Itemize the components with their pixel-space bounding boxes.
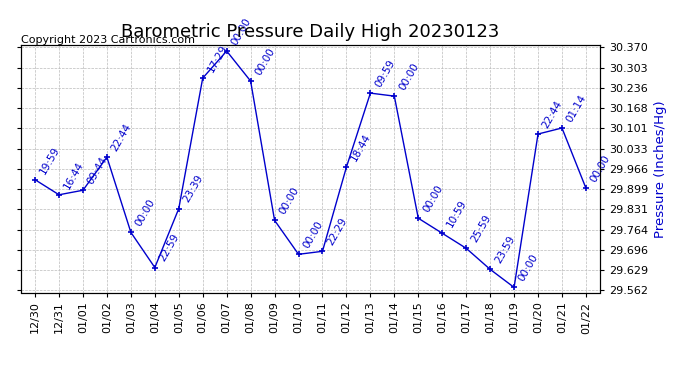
Text: Copyright 2023 Cartronics.com: Copyright 2023 Cartronics.com — [21, 35, 195, 45]
Text: 22:29: 22:29 — [325, 216, 349, 247]
Text: 09:59: 09:59 — [373, 58, 397, 89]
Text: 19:59: 19:59 — [38, 144, 61, 176]
Text: 17:29: 17:29 — [206, 43, 229, 74]
Text: 00:00: 00:00 — [277, 186, 301, 216]
Text: 25:59: 25:59 — [469, 213, 493, 244]
Text: 22:44: 22:44 — [110, 122, 133, 153]
Text: 00:00: 00:00 — [397, 61, 421, 92]
Text: 10:59: 10:59 — [445, 198, 469, 229]
Text: 23:39: 23:39 — [181, 173, 205, 204]
Y-axis label: Pressure (Inches/Hg): Pressure (Inches/Hg) — [654, 100, 667, 238]
Text: 01:14: 01:14 — [564, 93, 589, 124]
Text: 18:44: 18:44 — [349, 132, 373, 163]
Text: 00:00: 00:00 — [134, 198, 157, 228]
Title: Barometric Pressure Daily High 20230123: Barometric Pressure Daily High 20230123 — [121, 22, 500, 40]
Text: 23:59: 23:59 — [493, 234, 517, 265]
Text: 16:44: 16:44 — [62, 159, 86, 190]
Text: 22:44: 22:44 — [541, 99, 564, 130]
Text: 00:00: 00:00 — [421, 183, 444, 214]
Text: 09:44: 09:44 — [86, 155, 110, 186]
Text: 00:00: 00:00 — [253, 46, 277, 77]
Text: 00:00: 00:00 — [230, 16, 253, 47]
Text: 00:00: 00:00 — [589, 153, 612, 184]
Text: 00:00: 00:00 — [517, 253, 540, 283]
Text: 22:59: 22:59 — [157, 232, 181, 263]
Text: 00:00: 00:00 — [302, 219, 325, 250]
